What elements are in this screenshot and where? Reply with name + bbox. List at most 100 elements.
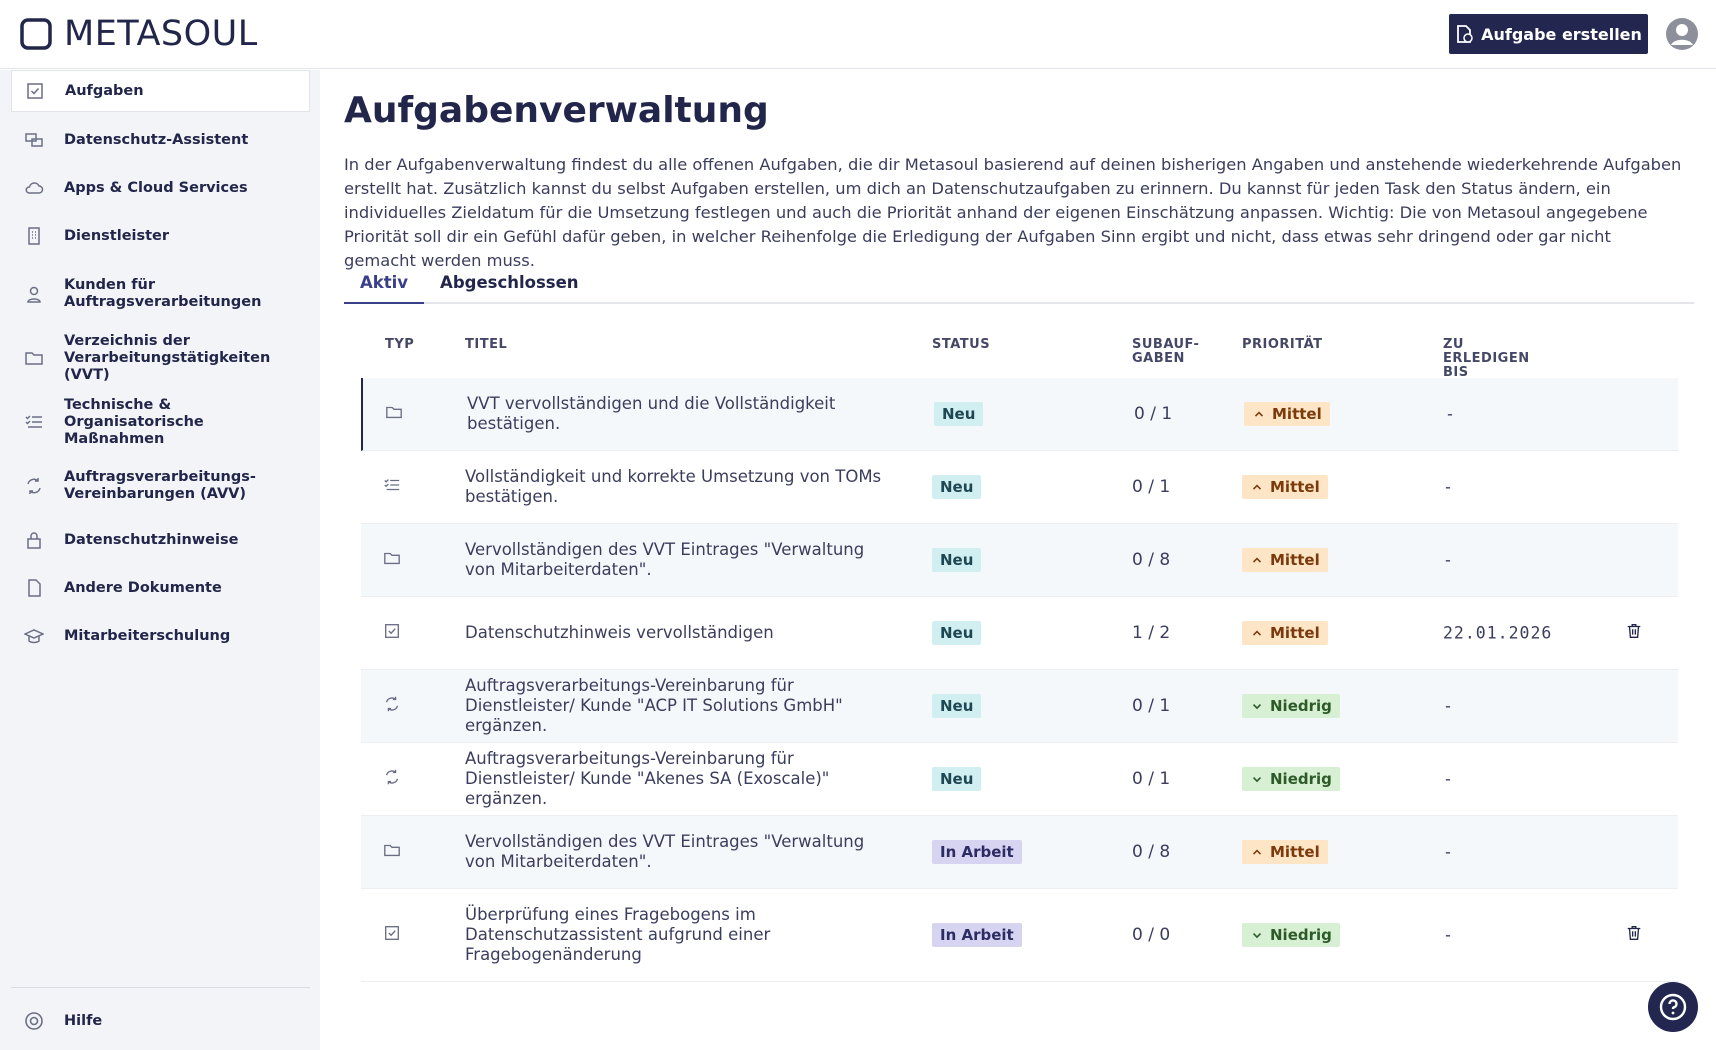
table-row[interactable]: Überprüfung eines Fragebogens im Datensc…: [361, 889, 1678, 982]
priority-label: Mittel: [1270, 551, 1320, 569]
delete-button[interactable]: [1625, 622, 1643, 644]
nav-item[interactable]: Kunden für Auftragsverarbeitungen: [11, 263, 310, 325]
nav-label: Mitarbeiterschulung: [64, 627, 231, 644]
icon: [385, 624, 399, 638]
table-row[interactable]: Vervollständigen des VVT Eintrages "Verw…: [361, 524, 1678, 597]
priority-label: Mittel: [1270, 478, 1320, 496]
nav-item[interactable]: Andere Dokumente: [11, 567, 310, 609]
help-icon: [25, 1012, 43, 1030]
icon: [27, 478, 41, 494]
icon: [27, 286, 41, 303]
nav-item[interactable]: Mitarbeiterschulung: [11, 615, 310, 657]
icon: [24, 629, 44, 644]
nav-item[interactable]: Datenschutzhinweise: [11, 519, 310, 561]
priority-label: Mittel: [1272, 405, 1322, 423]
avatar[interactable]: [1665, 17, 1699, 51]
task-title: Vollständigkeit und korrekte Umsetzung v…: [465, 467, 882, 506]
priority-badge[interactable]: Mittel: [1242, 475, 1328, 499]
question-icon: [1659, 993, 1687, 1021]
help-link[interactable]: Hilfe: [11, 1000, 310, 1042]
priority-arrow: [1252, 484, 1262, 490]
nav-item[interactable]: Datenschutz-Assistent: [11, 119, 310, 161]
task-title: Überprüfung eines Fragebogens im Datensc…: [465, 905, 771, 964]
priority-arrow: [1252, 630, 1262, 636]
type-icon: [383, 924, 401, 946]
due-date: -: [1443, 550, 1454, 570]
icon: [27, 532, 41, 549]
status-badge[interactable]: Neu: [932, 621, 982, 645]
icon: [1627, 624, 1641, 638]
due-date: -: [1443, 769, 1454, 789]
tab[interactable]: Aktiv: [344, 268, 425, 304]
due-date: -: [1443, 842, 1454, 862]
column-header: PRIORITÄT: [1242, 337, 1323, 352]
table-row[interactable]: Auftragsverarbeitungs-Vereinbarung für D…: [361, 670, 1678, 743]
priority-badge[interactable]: Mittel: [1242, 621, 1328, 645]
nav-label: Aufgaben: [65, 82, 144, 99]
tab[interactable]: Abgeschlossen: [440, 273, 579, 292]
icon: [27, 83, 43, 99]
nav-item[interactable]: Technische & Organisatorische Maßnahmen: [11, 391, 310, 453]
delete-button[interactable]: [1625, 924, 1643, 946]
status-badge[interactable]: Neu: [932, 475, 982, 499]
table-row[interactable]: Vervollständigen des VVT Eintrages "Verw…: [361, 816, 1678, 889]
subtasks: 0 / 1: [1132, 477, 1171, 497]
nav-label: Auftragsverarbeitungs-Vereinbarungen (AV…: [64, 469, 256, 502]
nav-item[interactable]: Dienstleister: [11, 215, 310, 257]
icon: [384, 479, 400, 491]
priority-badge[interactable]: Niedrig: [1242, 923, 1340, 947]
table-row[interactable]: VVT vervollständigen und die Vollständig…: [361, 378, 1678, 451]
icon: [1627, 926, 1641, 940]
subtasks: 0 / 1: [1132, 769, 1171, 789]
status-badge[interactable]: In Arbeit: [932, 923, 1022, 947]
table-row[interactable]: Datenschutzhinweis vervollständigen Neu 1 …: [361, 597, 1678, 670]
sidebar: Hilfe Aufgaben Datenschutz-Assistent Apps …: [0, 70, 320, 1050]
due-date: -: [1445, 404, 1456, 424]
subtasks: 0 / 1: [1132, 696, 1171, 716]
type-icon: [383, 476, 401, 498]
task-title: Datenschutzhinweis vervollständigen: [465, 623, 774, 642]
status-badge[interactable]: Neu: [932, 767, 982, 791]
type-icon: [383, 695, 401, 717]
nav-item[interactable]: Apps & Cloud Services: [11, 167, 310, 209]
due-date: -: [1443, 477, 1454, 497]
logo[interactable]: METASOUL: [20, 14, 258, 54]
page-title: Aufgabenverwaltung: [344, 90, 769, 131]
logo-text: METASOUL: [64, 14, 258, 54]
help-label: Hilfe: [64, 1012, 103, 1029]
priority-badge[interactable]: Mittel: [1244, 402, 1330, 426]
table-row[interactable]: Vollständigkeit und korrekte Umsetzung v…: [361, 451, 1678, 524]
subtasks: 0 / 8: [1132, 842, 1171, 862]
status-badge[interactable]: Neu: [932, 548, 982, 572]
nav-label: Kunden für Auftragsverarbeitungen: [64, 277, 262, 310]
priority-badge[interactable]: Mittel: [1242, 840, 1328, 864]
priority-arrow: [1252, 704, 1262, 710]
type-icon: [383, 768, 401, 790]
priority-badge[interactable]: Mittel: [1242, 548, 1328, 572]
priority-badge[interactable]: Niedrig: [1242, 694, 1340, 718]
icon: [385, 696, 399, 712]
nav-item[interactable]: Verzeichnis der Verarbeitungstätigkeiten…: [11, 327, 310, 389]
type-icon: [383, 841, 401, 863]
task-title: Auftragsverarbeitungs-Vereinbarung für D…: [465, 749, 830, 808]
divider: [11, 987, 310, 988]
create-task-label: Aufgabe erstellen: [1481, 24, 1642, 44]
help-button[interactable]: [1648, 982, 1698, 1032]
due-date: -: [1443, 925, 1454, 945]
status-badge[interactable]: Neu: [932, 694, 982, 718]
type-icon: [385, 403, 403, 425]
status-badge[interactable]: Neu: [934, 402, 984, 426]
priority-badge[interactable]: Niedrig: [1242, 767, 1340, 791]
table-row[interactable]: Auftragsverarbeitungs-Vereinbarung für D…: [361, 743, 1678, 816]
status-badge[interactable]: In Arbeit: [932, 840, 1022, 864]
subtasks: 0 / 1: [1134, 404, 1173, 424]
logo-icon: [20, 18, 52, 50]
icon: [25, 415, 42, 428]
icon: [28, 227, 40, 245]
icon: [384, 552, 400, 565]
nav-label: Verzeichnis der Verarbeitungstätigkeiten…: [64, 332, 271, 383]
task-title: Auftragsverarbeitungs-Vereinbarung für D…: [465, 676, 843, 735]
nav-item[interactable]: Auftragsverarbeitungs-Vereinbarungen (AV…: [11, 455, 310, 517]
create-task-button[interactable]: Aufgabe erstellen: [1449, 14, 1648, 54]
nav-item[interactable]: Aufgaben: [11, 70, 310, 112]
